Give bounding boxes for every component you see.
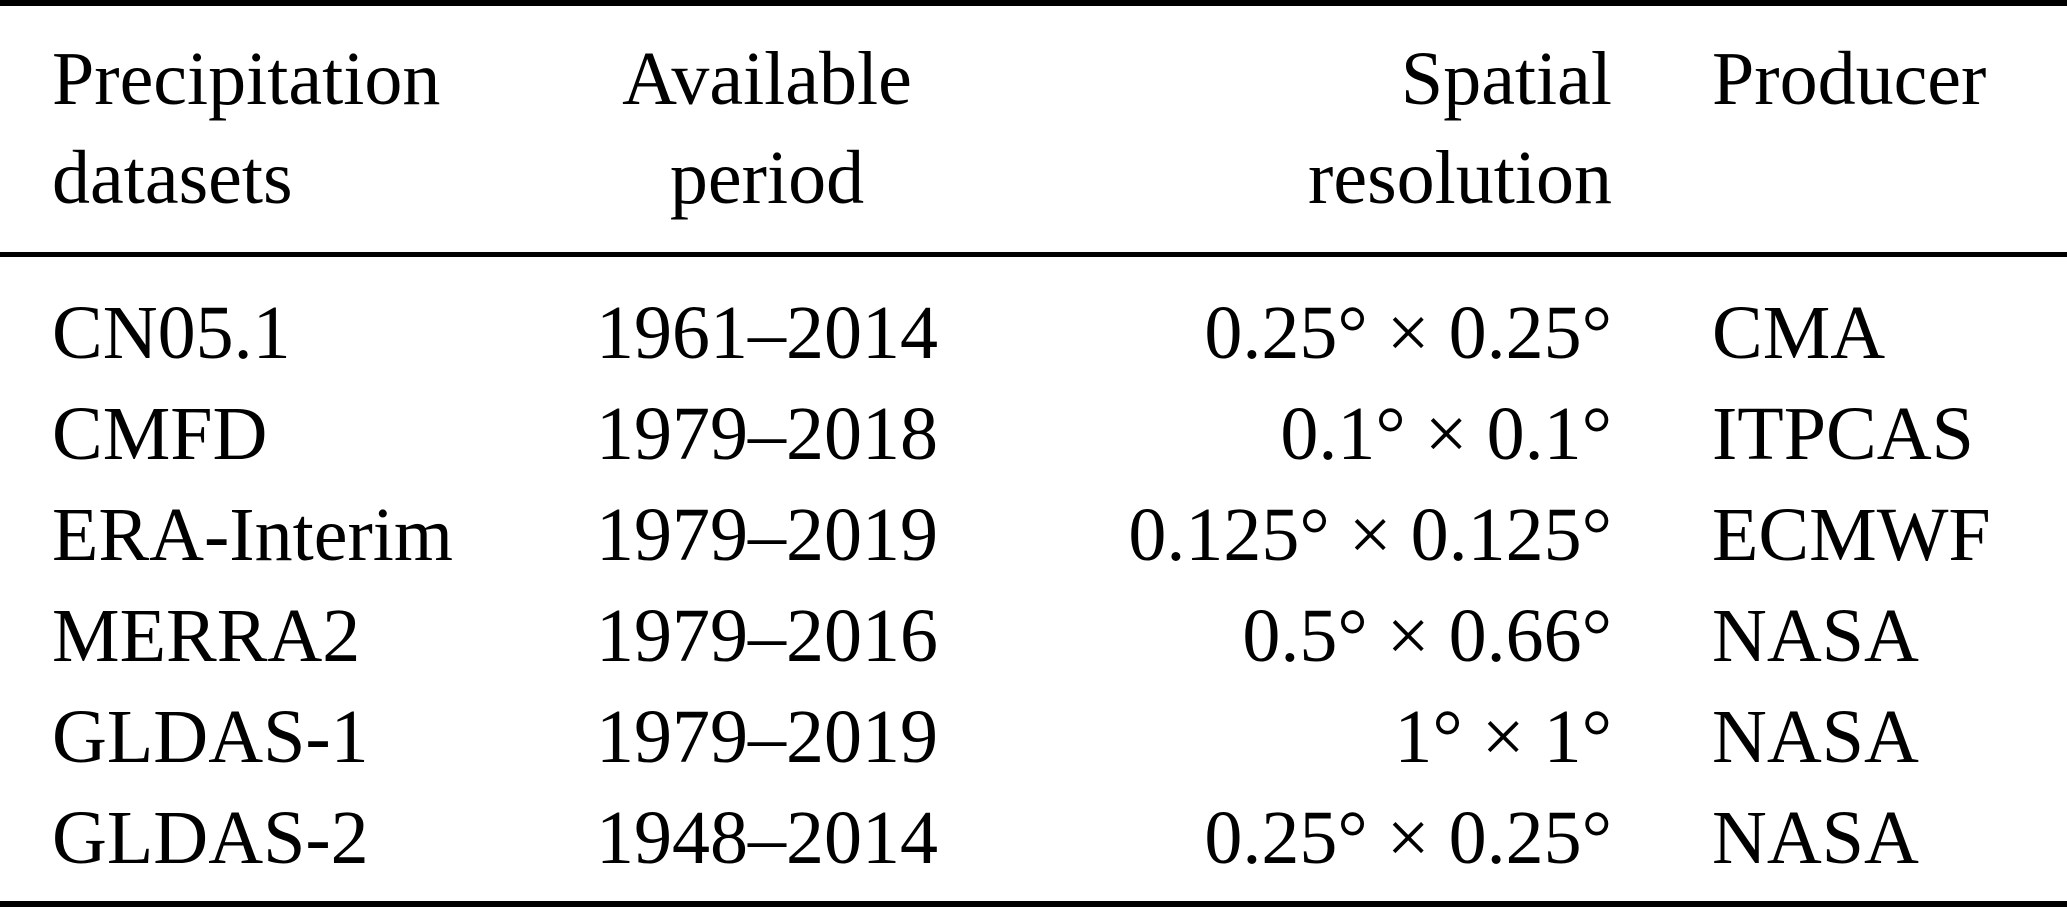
table-row: MERRA2 1979–2016 0.5° × 0.66° NASA (0, 586, 2067, 687)
period-cell: 1979–2019 (552, 687, 982, 788)
resolution-value: 0.25° × 0.25° (1204, 291, 1612, 375)
producer-cell: NASA (1612, 586, 2047, 687)
resolution-value: 1° × 1° (1394, 695, 1612, 779)
period-cell: 1948–2014 (552, 788, 982, 889)
producer-cell: CMA (1612, 283, 2047, 384)
dataset-name: ERA-Interim (52, 493, 454, 577)
dataset-name: GLDAS-1 (52, 695, 369, 779)
resolution-value: 0.125° × 0.125° (1128, 493, 1612, 577)
header-line: Producer (1712, 37, 1987, 121)
table-header-rule (0, 252, 2067, 257)
resolution-cell: 0.25° × 0.25° (982, 283, 1612, 384)
producer-value: NASA (1712, 796, 1919, 880)
table-bottom-rule (0, 901, 2067, 907)
table-header: Precipitation datasets Available period … (0, 6, 2067, 252)
header-line: Spatial (1400, 37, 1612, 121)
period-value: 1961–2014 (596, 291, 938, 375)
header-spatial-resolution: Spatial resolution (982, 30, 1612, 228)
period-value: 1948–2014 (596, 796, 938, 880)
dataset-cell: CMFD (52, 384, 552, 485)
producer-cell: ECMWF (1612, 485, 2047, 586)
dataset-name: MERRA2 (52, 594, 361, 678)
header-producer: Producer (1612, 30, 2047, 228)
header-precipitation-datasets: Precipitation datasets (52, 30, 552, 228)
period-cell: 1961–2014 (552, 283, 982, 384)
dataset-cell: ERA-Interim (52, 485, 552, 586)
period-cell: 1979–2018 (552, 384, 982, 485)
producer-value: CMA (1712, 291, 1886, 375)
table-top-rule (0, 0, 2067, 6)
resolution-cell: 0.5° × 0.66° (982, 586, 1612, 687)
dataset-cell: GLDAS-2 (52, 788, 552, 889)
table-body: CN05.1 1961–2014 0.25° × 0.25° CMA CMFD … (0, 257, 2067, 901)
period-value: 1979–2016 (596, 594, 938, 678)
producer-cell: NASA (1612, 687, 2047, 788)
header-line: period (669, 136, 865, 220)
dataset-name: CMFD (52, 392, 268, 476)
resolution-value: 0.1° × 0.1° (1280, 392, 1612, 476)
producer-cell: ITPCAS (1612, 384, 2047, 485)
dataset-cell: MERRA2 (52, 586, 552, 687)
table-row: CN05.1 1961–2014 0.25° × 0.25° CMA (0, 283, 2067, 384)
resolution-cell: 0.125° × 0.125° (982, 485, 1612, 586)
period-cell: 1979–2016 (552, 586, 982, 687)
header-line: datasets (52, 136, 293, 220)
resolution-cell: 0.1° × 0.1° (982, 384, 1612, 485)
table-row: GLDAS-2 1948–2014 0.25° × 0.25° NASA (0, 788, 2067, 889)
resolution-value: 0.25° × 0.25° (1204, 796, 1612, 880)
period-value: 1979–2019 (596, 695, 938, 779)
table-row: GLDAS-1 1979–2019 1° × 1° NASA (0, 687, 2067, 788)
producer-value: ITPCAS (1712, 392, 1974, 476)
header-line: Available (622, 37, 912, 121)
period-value: 1979–2019 (596, 493, 938, 577)
dataset-name: CN05.1 (52, 291, 291, 375)
dataset-name: GLDAS-2 (52, 796, 369, 880)
dataset-cell: CN05.1 (52, 283, 552, 384)
header-available-period: Available period (552, 30, 982, 228)
table-header-row: Precipitation datasets Available period … (0, 30, 2067, 228)
period-cell: 1979–2019 (552, 485, 982, 586)
resolution-value: 0.5° × 0.66° (1242, 594, 1612, 678)
resolution-cell: 1° × 1° (982, 687, 1612, 788)
resolution-cell: 0.25° × 0.25° (982, 788, 1612, 889)
table-row: ERA-Interim 1979–2019 0.125° × 0.125° EC… (0, 485, 2067, 586)
header-line: resolution (1308, 136, 1612, 220)
producer-value: NASA (1712, 594, 1919, 678)
header-line: Precipitation (52, 37, 441, 121)
table-row: CMFD 1979–2018 0.1° × 0.1° ITPCAS (0, 384, 2067, 485)
period-value: 1979–2018 (596, 392, 938, 476)
producer-cell: NASA (1612, 788, 2047, 889)
producer-value: ECMWF (1712, 493, 1991, 577)
dataset-cell: GLDAS-1 (52, 687, 552, 788)
producer-value: NASA (1712, 695, 1919, 779)
